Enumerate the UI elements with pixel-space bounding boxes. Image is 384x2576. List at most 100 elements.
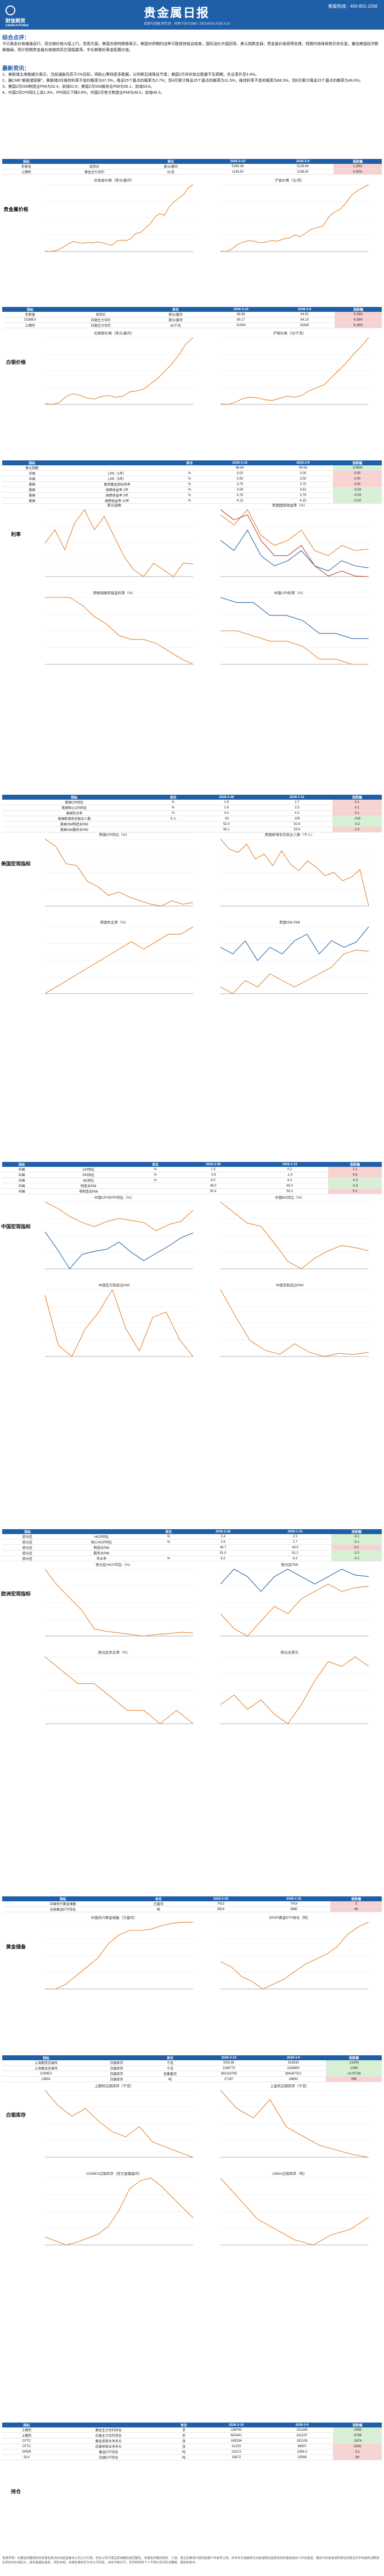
table-cell: 1143.60	[203, 169, 272, 175]
column-header: 2026-3-9	[261, 2055, 326, 2060]
chart-title: 伦敦金价格（美元/盎司）	[94, 179, 134, 183]
column-header: 单位	[172, 460, 207, 465]
chart-plot	[44, 509, 194, 577]
chart-title: 欧元兑美元	[280, 1650, 299, 1655]
data-table: 指标 单位 2026-3-10 2026-3-9 涨跌幅 伦敦金 现货价 美元/盎司 5186.…	[2, 159, 382, 175]
column-header: 涨跌幅	[331, 1529, 382, 1534]
chart-plot	[220, 596, 369, 665]
table-cell: 现货价	[58, 312, 144, 317]
table-cell: 2.4	[187, 1534, 259, 1540]
table-cell: 欧元区	[2, 1545, 53, 1551]
series-line	[45, 1922, 194, 1990]
table-cell: 中国央行黄金储备	[2, 1901, 124, 1907]
column-header: 涨跌幅	[327, 1162, 382, 1167]
table-cell: 53.8	[262, 827, 332, 833]
data-table: 指标 单位 2026-2-28 2026-1-31 涨跌幅 欧元区 HICP同比% 2.4 2.…	[2, 1529, 382, 1561]
table-row: 中国 PPI同比% -0.9 -1.4 0.5	[2, 1172, 382, 1178]
table-cell	[172, 465, 207, 471]
column-header: 单位	[155, 795, 191, 800]
series-line	[220, 2178, 369, 2246]
table-cell: %	[172, 481, 207, 487]
table-cell: 126	[262, 816, 332, 822]
chart-plot	[220, 2090, 369, 2158]
chart-title: 美元指数	[107, 503, 121, 508]
chart-title: 美国国债收益率（%）	[272, 503, 308, 508]
table-cell: 中国	[2, 476, 62, 482]
table-cell: 15588	[270, 2454, 334, 2460]
section-label: 白银库存	[5, 2112, 26, 2118]
table-cell: -0.65%	[332, 465, 382, 471]
table-cell: M2同比	[41, 1177, 136, 1183]
report-header: 财信期货 CAIXIN FUTURES 贵金属日报 宏观与金融 研究员：向明 F3…	[0, 0, 384, 30]
table-cell: 黄金非商业净多头	[50, 2438, 166, 2444]
table-row: 美元指数 98.90 99.55 -0.65%	[2, 465, 382, 471]
column-header	[89, 2055, 144, 2060]
table-cell: 5186.36	[203, 164, 272, 169]
chart-title: 中国央行黄金储备（万盎司）	[91, 1916, 138, 1920]
table-cell: %	[150, 1539, 187, 1545]
column-header: 2026-3-10	[196, 2055, 261, 2060]
table-cell: 欧元区	[2, 1539, 53, 1545]
chart-title: 伦敦银价格（美元/盎司）	[94, 331, 134, 335]
chart-plot	[44, 1289, 194, 1357]
column-header: 涨跌幅	[325, 2055, 382, 2060]
table-row: 欧元区 核心HICP同比% 2.6 2.7 -0.1	[2, 1539, 382, 1545]
series-line	[220, 184, 369, 252]
column-header: 2026-3-10	[207, 307, 275, 312]
table-cell: %	[150, 1555, 187, 1561]
series-line	[44, 839, 194, 907]
table-cell: 美国失业率	[2, 810, 146, 816]
table-cell: 万盎司	[133, 1901, 184, 1907]
table-cell: 50.4	[174, 1188, 252, 1194]
column-header: 单位	[143, 2055, 197, 2060]
table-cell: 15672	[201, 2454, 271, 2460]
table-cell: HICP同比	[53, 1534, 150, 1540]
table-row: 美国 国债收益率 5年% 3.76 3.79 -0.03	[2, 492, 382, 498]
table-cell: 3.79	[273, 492, 333, 498]
disclaimer: 免责声明：本报告所载资料的来源及观点的出处皆被本公司认为可靠，但本公司不保证其准…	[2, 2557, 380, 2565]
series-line	[44, 1231, 194, 1269]
chart-title: 上金所白银库存（千克）	[270, 2084, 309, 2088]
table-cell: 3924	[184, 1906, 258, 1912]
column-header	[61, 460, 173, 465]
section-label: 黄金储备	[5, 1944, 26, 1950]
table-cell: 295	[325, 2076, 382, 2082]
table-cell: 手	[166, 2427, 202, 2433]
summary-heading: 综合点评：	[2, 35, 30, 41]
table-cell: 美国核心CPI同比	[2, 805, 146, 811]
column-header	[50, 159, 138, 164]
table-cell: -0.9	[174, 1172, 252, 1178]
table-cell: 美元/盎司	[143, 317, 207, 323]
table-cell: 黄金ETF持仓	[50, 2449, 166, 2455]
line-chart: 沪银价格（元/千克）	[207, 330, 372, 412]
table-cell: 中国	[2, 1183, 42, 1189]
column-header	[50, 2423, 166, 2427]
table-cell: 上期所	[2, 2427, 51, 2433]
table-cell	[146, 821, 155, 827]
table-cell: 0.2	[251, 1167, 328, 1172]
table-cell: 611237	[270, 2432, 334, 2438]
chart-plot	[220, 2178, 369, 2246]
series-line	[44, 1569, 194, 1637]
table-cell: 非制造业PMI	[41, 1188, 136, 1194]
table-cell: 元/克	[138, 169, 204, 175]
table-cell: 84.18	[274, 317, 335, 323]
table-row: 美国CPI同比% 2.8 2.7 0.1	[2, 800, 382, 805]
table-cell: 金衡盎司	[143, 2071, 197, 2077]
line-chart: COMEX白银库存（百万金衡盎司）	[32, 2170, 196, 2253]
chart-plot	[44, 2178, 194, 2246]
table-cell: 4.3	[262, 810, 332, 816]
table-cell: 制造业PMI	[41, 1183, 136, 1189]
chart-plot	[44, 926, 194, 994]
table-cell: 0.1	[332, 810, 382, 816]
table-cell: %	[155, 805, 191, 811]
table-cell: 8.3	[251, 1177, 328, 1183]
table-cell: 1102.5	[201, 2449, 271, 2455]
table-row: 美国ISM制造业PMI 52.4 52.6 -0.2	[2, 821, 382, 827]
series-line	[44, 337, 194, 405]
table-cell: 中国	[2, 1188, 42, 1194]
column-header: 2026-2-28	[174, 1162, 252, 1167]
column-header: 涨跌幅	[330, 1896, 382, 1901]
table-cell: -0.03	[332, 487, 382, 493]
table-cell	[146, 810, 155, 816]
